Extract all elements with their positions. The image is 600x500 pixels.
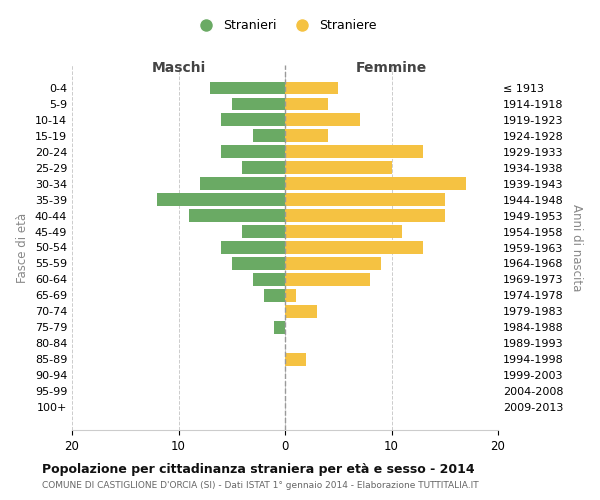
Bar xyxy=(221,241,285,254)
Legend: Stranieri, Straniere: Stranieri, Straniere xyxy=(188,14,382,37)
Bar xyxy=(242,162,285,174)
Bar xyxy=(285,257,381,270)
Bar xyxy=(200,178,285,190)
Bar xyxy=(285,241,424,254)
Bar xyxy=(242,225,285,238)
Bar xyxy=(285,209,445,222)
Bar xyxy=(211,82,285,94)
Text: Popolazione per cittadinanza straniera per età e sesso - 2014: Popolazione per cittadinanza straniera p… xyxy=(42,462,475,475)
Bar xyxy=(157,194,285,206)
Bar xyxy=(285,82,338,94)
Bar xyxy=(264,289,285,302)
Bar xyxy=(285,225,402,238)
Bar xyxy=(253,130,285,142)
Bar xyxy=(285,289,296,302)
Bar xyxy=(274,321,285,334)
Bar xyxy=(221,114,285,126)
Y-axis label: Anni di nascita: Anni di nascita xyxy=(570,204,583,291)
Bar xyxy=(285,178,466,190)
Bar xyxy=(253,273,285,286)
Text: Maschi: Maschi xyxy=(151,61,206,75)
Bar xyxy=(232,257,285,270)
Bar xyxy=(285,162,392,174)
Bar xyxy=(285,130,328,142)
Bar xyxy=(221,146,285,158)
Text: Femmine: Femmine xyxy=(356,61,427,75)
Bar xyxy=(285,273,370,286)
Bar xyxy=(285,353,307,366)
Bar xyxy=(285,98,328,110)
Bar xyxy=(285,146,424,158)
Bar xyxy=(189,209,285,222)
Bar xyxy=(285,194,445,206)
Bar xyxy=(285,305,317,318)
Bar xyxy=(285,114,359,126)
Y-axis label: Fasce di età: Fasce di età xyxy=(16,212,29,282)
Bar xyxy=(232,98,285,110)
Text: COMUNE DI CASTIGLIONE D'ORCIA (SI) - Dati ISTAT 1° gennaio 2014 - Elaborazione T: COMUNE DI CASTIGLIONE D'ORCIA (SI) - Dat… xyxy=(42,481,479,490)
